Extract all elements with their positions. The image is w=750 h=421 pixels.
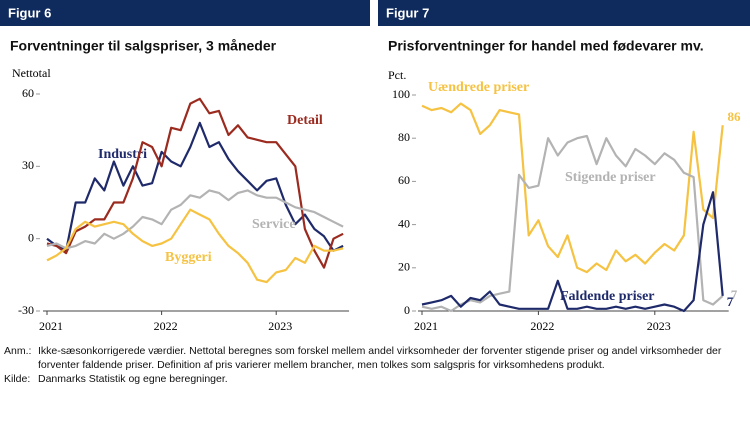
- series-line: [46, 121, 344, 252]
- y-tick-label: 20: [398, 260, 410, 274]
- figure-label: Figur 7: [386, 5, 429, 20]
- data-label: 7: [727, 294, 734, 309]
- figure-label: Figur 6: [8, 5, 51, 20]
- series-line: [46, 189, 344, 250]
- series-line: [421, 102, 724, 274]
- series-label: Service: [252, 217, 296, 232]
- source-label: Kilde:: [4, 373, 31, 385]
- x-tick-label: 2023: [647, 319, 671, 333]
- series-label: Faldende priser: [560, 289, 655, 304]
- figures: Figur 6 Forventninger til salgspriser, 3 …: [0, 0, 750, 333]
- figure-header: [0, 0, 370, 26]
- y-tick-label: 100: [392, 87, 410, 101]
- y-axis-label: Pct.: [388, 68, 406, 82]
- chart-title: Prisforventninger for handel med fødevar…: [388, 38, 704, 54]
- note-row: Anm.: Ikke-sæsonkorrigerede værdier. Nett…: [4, 344, 746, 372]
- data-label: 7: [731, 287, 738, 302]
- series-line: [421, 191, 724, 313]
- note-label: Anm.:: [4, 345, 32, 357]
- y-tick-label: -30: [18, 303, 34, 317]
- x-tick-label: 2021: [414, 319, 438, 333]
- y-tick-label: 80: [398, 130, 410, 144]
- series-label: Industri: [98, 147, 147, 162]
- x-tick-label: 2022: [530, 319, 554, 333]
- y-tick-label: 0: [28, 230, 34, 244]
- y-tick-label: 60: [398, 173, 410, 187]
- y-tick-label: 0: [404, 303, 410, 317]
- series-line: [421, 134, 724, 313]
- source-row: Kilde: Danmarks Statistik og egne beregni…: [4, 372, 746, 386]
- source-text: Danmarks Statistik og egne beregninger.: [38, 373, 228, 385]
- series-label: Stigende priser: [565, 170, 656, 185]
- x-tick-label: 2021: [39, 319, 63, 333]
- series-label: Uændrede priser: [428, 80, 529, 95]
- figure-header: [378, 0, 750, 26]
- y-tick-label: 40: [398, 216, 410, 230]
- y-tick-label: 60: [22, 86, 34, 100]
- series-label: Byggeri: [165, 250, 212, 265]
- chart-title: Forventninger til salgspriser, 3 måneder: [10, 38, 277, 54]
- y-tick-label: 30: [22, 158, 34, 172]
- x-tick-label: 2023: [268, 319, 292, 333]
- notes: Anm.: Ikke-sæsonkorrigerede værdier. Nett…: [4, 344, 746, 386]
- note-text: Ikke-sæsonkorrigerede værdier. Nettotal …: [38, 345, 722, 371]
- series-line: [46, 208, 344, 284]
- x-tick-label: 2022: [154, 319, 178, 333]
- y-axis-label: Nettotal: [12, 66, 51, 80]
- data-label: 86: [728, 109, 742, 124]
- series-label: Detail: [287, 113, 323, 128]
- series-line: [46, 97, 344, 269]
